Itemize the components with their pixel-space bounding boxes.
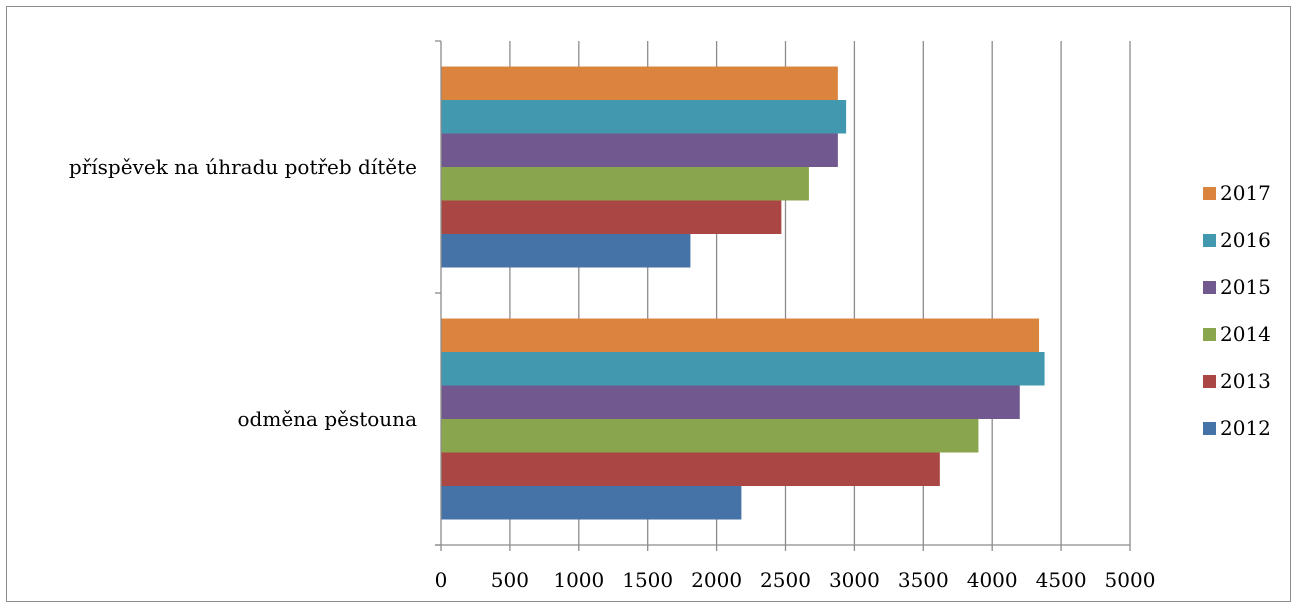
x-tick-label: 2000 — [691, 568, 742, 592]
x-tick-label: 3500 — [898, 568, 949, 592]
x-tick-label: 2500 — [760, 568, 811, 592]
legend-label-2017: 2017 — [1220, 181, 1271, 205]
bar-2015-prispevek — [441, 133, 838, 167]
bar-2014-odmena — [441, 419, 979, 453]
bar-2013-odmena — [441, 452, 940, 486]
bar-2012-prispevek — [441, 234, 691, 268]
bars — [441, 66, 1045, 520]
x-tick-label: 4000 — [967, 568, 1018, 592]
bar-2013-prispevek — [441, 200, 782, 234]
bar-2012-odmena — [441, 486, 742, 520]
legend-swatch-2015 — [1203, 281, 1216, 294]
bar-2017-prispevek — [441, 66, 838, 100]
category-label: příspěvek na úhradu potřeb dítěte — [69, 155, 417, 179]
x-tick-label: 500 — [491, 568, 529, 592]
x-tick-label: 1500 — [622, 568, 673, 592]
legend-swatch-2013 — [1203, 375, 1216, 388]
category-label: odměna pěstouna — [238, 407, 418, 431]
bar-2016-prispevek — [441, 100, 847, 134]
legend-swatch-2012 — [1203, 422, 1216, 435]
x-tick-labels: 0 500 1000 1500 2000 2500 3000 3500 4000 4500 5000 — [435, 568, 1156, 592]
legend-label-2014: 2014 — [1220, 322, 1271, 346]
axes — [435, 40, 1131, 551]
x-tick-label: 5000 — [1105, 568, 1156, 592]
bar-2017-odmena — [441, 318, 1040, 352]
category-labels: odměna pěstouna příspěvek na úhradu potře… — [69, 155, 417, 431]
legend-label-2015: 2015 — [1220, 275, 1271, 299]
bar-2014-prispevek — [441, 167, 809, 201]
legend-swatch-2016 — [1203, 234, 1216, 247]
x-tick-label: 0 — [435, 568, 448, 592]
legend-swatch-2014 — [1203, 328, 1216, 341]
legend-label-2016: 2016 — [1220, 228, 1271, 252]
legend-label-2013: 2013 — [1220, 369, 1271, 393]
x-tick-label: 3000 — [829, 568, 880, 592]
bar-2016-odmena — [441, 352, 1045, 386]
bar-2015-odmena — [441, 385, 1020, 419]
legend-swatch-2017 — [1203, 187, 1216, 200]
x-tick-label: 1000 — [553, 568, 604, 592]
legend: 2017 2016 2015 2014 2013 2012 — [1203, 181, 1271, 440]
legend-label-2012: 2012 — [1220, 416, 1271, 440]
x-tick-label: 4500 — [1036, 568, 1087, 592]
